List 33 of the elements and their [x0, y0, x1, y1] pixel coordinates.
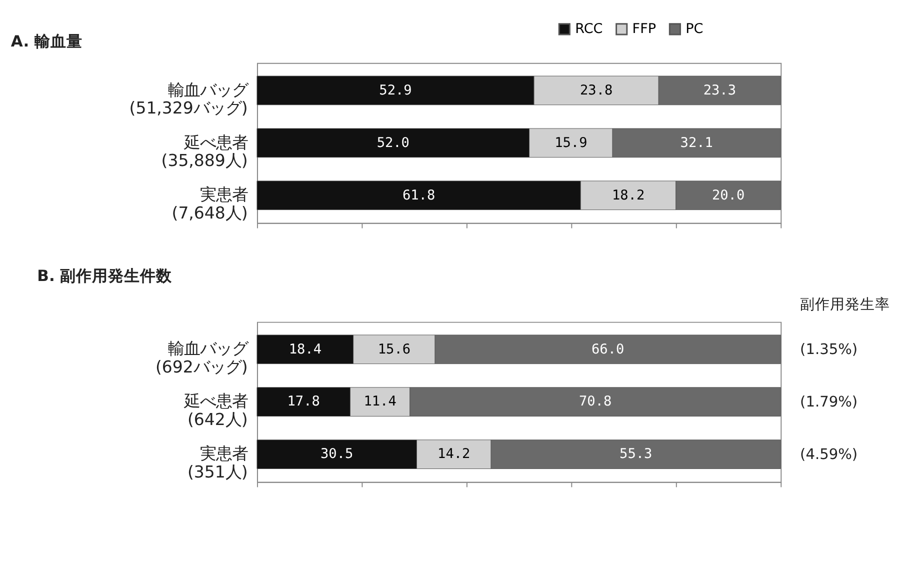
text: B. 副作用発生件数: [37, 267, 174, 286]
data-label: 52.9: [379, 82, 412, 98]
data-label: 32.1: [680, 134, 713, 151]
text: (1.35%): [800, 342, 858, 358]
text: 副作用発生率: [800, 296, 890, 314]
data-label: 61.8: [402, 187, 436, 204]
data-label: 70.8: [578, 394, 612, 410]
data-label: 11.4: [364, 394, 396, 410]
data-label: 23.3: [703, 82, 736, 98]
data-label: 14.2: [438, 446, 470, 462]
y-tick-label: 輸血バッグ (692バッグ): [155, 339, 249, 377]
data-label: 55.3: [620, 446, 652, 462]
text: (1.79%): [800, 394, 858, 411]
y-tick-label: 輸血バッグ (51,329バッグ): [129, 80, 249, 118]
y-tick-label: 延べ患者 (35,889人): [161, 132, 248, 170]
legend-label: FFP: [632, 21, 656, 38]
data-label: 18.4: [288, 341, 322, 358]
data-label: 17.8: [287, 394, 320, 410]
legend-label: RCC: [575, 21, 603, 38]
data-label: 20.0: [712, 187, 745, 204]
text: A. 輸血量: [10, 32, 82, 50]
y-tick-label: 実患者 (7,648人): [172, 185, 248, 223]
data-label: 66.0: [592, 341, 624, 358]
data-label: 23.8: [580, 82, 613, 98]
legend-label: PC: [686, 21, 704, 38]
data-label: 15.6: [378, 341, 411, 358]
text: (4.59%): [800, 447, 858, 464]
data-label: 30.5: [320, 446, 354, 462]
y-tick-label: 延べ患者 (642人): [182, 392, 248, 430]
data-label: 52.0: [376, 134, 410, 151]
data-label: 18.2: [612, 187, 645, 204]
data-label: 15.9: [554, 134, 588, 151]
y-tick-label: 実患者 (351人): [187, 444, 248, 482]
